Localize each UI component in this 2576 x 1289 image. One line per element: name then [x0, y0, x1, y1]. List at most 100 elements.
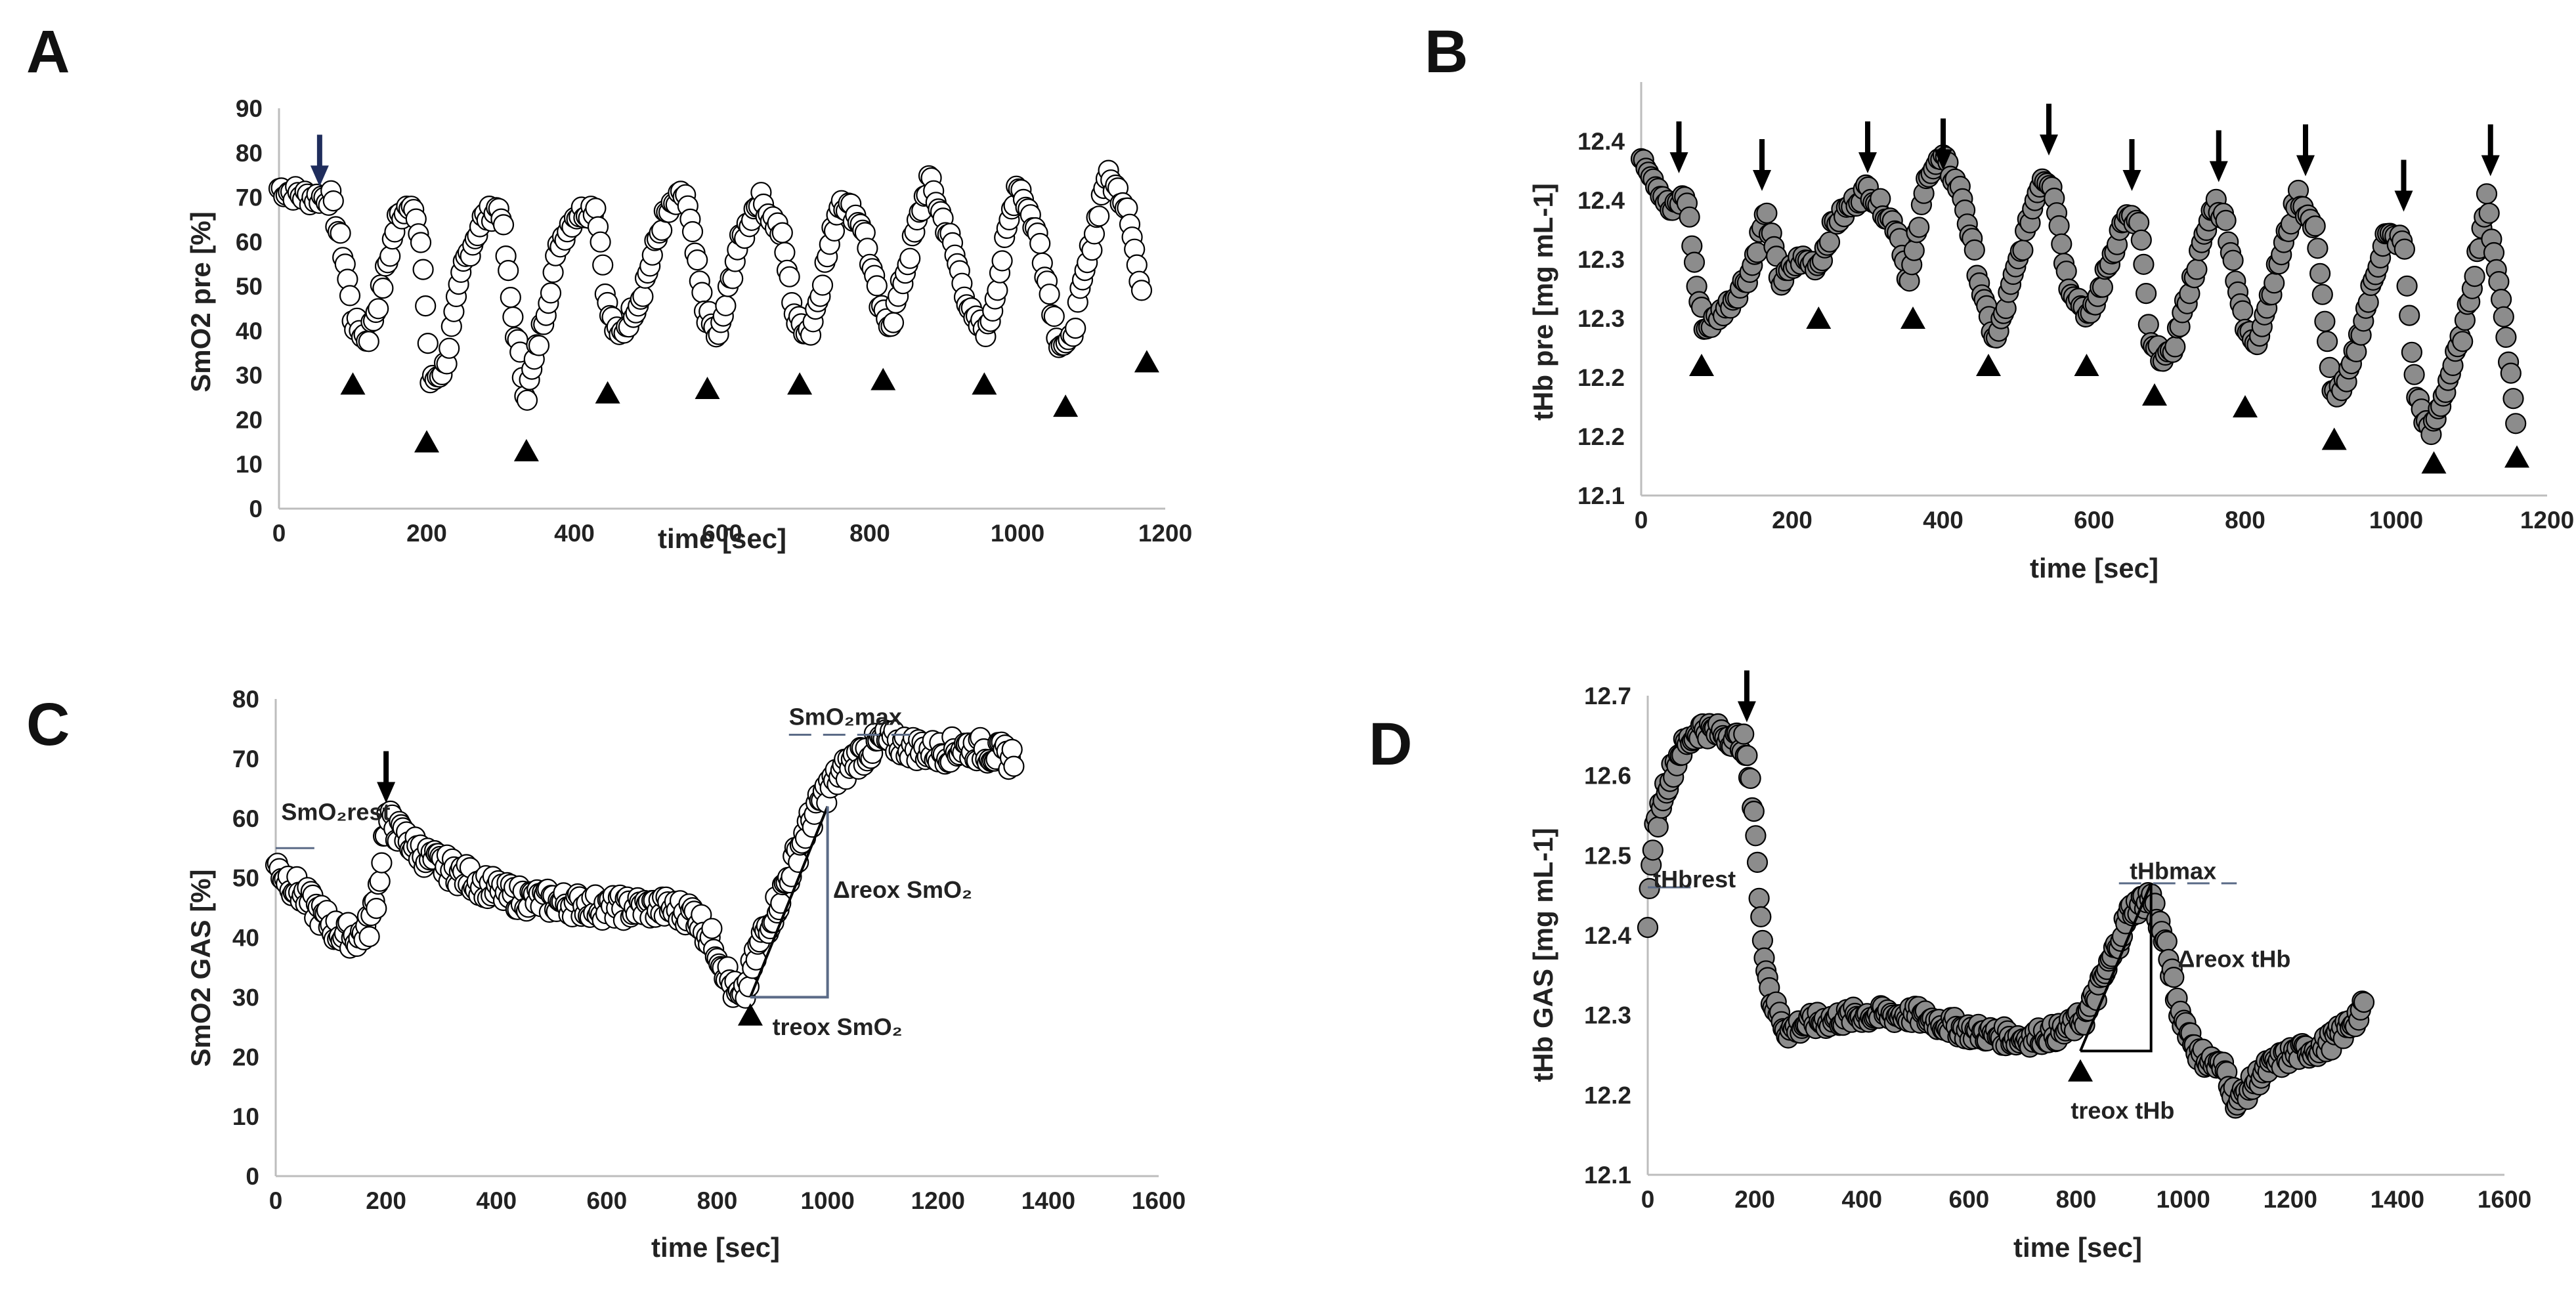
- panel-c-data-point: [701, 918, 723, 939]
- panel-d-data-point: [2353, 991, 2375, 1013]
- panel-a-data-point: [811, 274, 834, 296]
- panel-b-data-point: [2222, 249, 2244, 271]
- panel-b-data-point: [2051, 233, 2072, 255]
- panel-d-data-point: [1745, 825, 1767, 847]
- panel-b-x-tick-label: 800: [2225, 507, 2265, 534]
- panel-c-x-tick-label: 200: [366, 1187, 406, 1214]
- panel-a-event-arrow-head: [310, 165, 329, 187]
- panel-a-data-point: [779, 266, 800, 287]
- panel-a-data-point: [866, 275, 888, 297]
- panel-a-trough-marker: [1134, 350, 1159, 373]
- panel-b-trough-marker: [2233, 395, 2258, 417]
- panel-a-data-point: [592, 254, 614, 276]
- panel-d-y-tick-label: 12.1: [1584, 1162, 1631, 1189]
- panel-b-data-point: [1870, 188, 1891, 209]
- panel-c-data-point: [358, 925, 380, 948]
- panel-d-data-point: [1751, 929, 1773, 952]
- panel-b-data-point: [2491, 289, 2512, 310]
- panel-b-y-tick-label: 12.2: [1578, 364, 1625, 391]
- panel-c-annotation: treox SmO₂: [773, 1013, 903, 1040]
- panel-c-x-tick-label: 400: [476, 1187, 517, 1214]
- panel-a-data-point: [368, 298, 389, 320]
- panel-c-y-tick-label: 50: [232, 865, 259, 892]
- panel-a-x-tick-label: 200: [406, 520, 447, 547]
- panel-c-y-tick-label: 20: [232, 1044, 259, 1070]
- panel-b-data-point: [1908, 217, 1930, 238]
- panel-b-y-tick-label: 12.2: [1578, 423, 1625, 450]
- panel-b-data-point: [2399, 305, 2420, 326]
- panel-c-x-axis-title: time [sec]: [651, 1232, 780, 1263]
- panel-c-annotation: Δreox SmO₂: [833, 876, 972, 903]
- panel-a-data-point: [410, 232, 432, 253]
- panel-b-data-point: [2403, 364, 2425, 385]
- panel-b-x-tick-label: 400: [1923, 507, 1964, 534]
- panel-c: C time [sec] SmO2 GAS [%] 0 200 400 600 800 1…: [26, 686, 1186, 1263]
- panel-a-data-point: [540, 282, 562, 304]
- panel-d-x-tick-label: 0: [1641, 1186, 1655, 1213]
- panel-a-trough-marker: [787, 372, 813, 395]
- panel-b-trough-marker: [2504, 445, 2529, 468]
- panel-b-trough-marker: [1900, 306, 1925, 329]
- panel-d-y-tick-label: 12.4: [1584, 922, 1631, 949]
- panel-d-annotation: tHbrest: [1653, 866, 1736, 893]
- panel-a-data-point: [502, 306, 524, 328]
- panel-a-data-point: [585, 198, 607, 219]
- panel-b-data-point: [2130, 229, 2152, 251]
- panel-a-data-point: [358, 331, 379, 352]
- panel-b-trough-marker: [1689, 354, 1714, 376]
- panel-c-slope-line: [749, 805, 829, 998]
- panel-d-y-axis-title: tHb GAS [mg mL-1]: [1528, 828, 1558, 1082]
- panel-d-y-tick-label: 12.5: [1584, 842, 1631, 869]
- panel-d-annotation: Δreox tHb: [2178, 946, 2290, 973]
- panel-b-event-arrow-head: [1934, 149, 1952, 171]
- panel-a-data-point: [1029, 232, 1051, 255]
- panel-b-letter: B: [1425, 18, 1468, 85]
- panel-b-data-point: [2495, 326, 2517, 349]
- panel-d-x-tick-label: 600: [1949, 1186, 1990, 1213]
- panel-b-trough-marker: [2421, 451, 2447, 474]
- panel-d-reox-triangle: [2079, 883, 2153, 1053]
- panel-a-data-point: [379, 245, 401, 267]
- panel-c-data-point: [1003, 755, 1025, 777]
- panel-a-trough-marker: [695, 377, 720, 399]
- panel-b-data-point: [2309, 263, 2331, 284]
- panel-b-y-tick-label: 12.3: [1578, 246, 1625, 273]
- panel-a-trough-marker: [972, 372, 997, 395]
- panel-b-data-point: [2396, 275, 2418, 297]
- panel-c-trough-marker: [737, 1003, 763, 1026]
- panel-c-y-axis-title: SmO2 GAS [%]: [185, 869, 216, 1067]
- panel-a: A time [sec] SmO2 pre [%] 0 200 400 600 800 1…: [26, 18, 1192, 554]
- panel-b-data-point: [2478, 202, 2500, 224]
- panel-a-y-tick-label: 40: [236, 318, 263, 345]
- panel-c-x-tick-label: 1600: [1132, 1187, 1186, 1214]
- panel-b-data-point: [1683, 251, 1706, 273]
- panel-b-data-point: [1964, 239, 1985, 261]
- panel-a-data-point: [1088, 205, 1110, 227]
- panel-b-data-point: [2092, 276, 2113, 298]
- panel-a-data-point: [439, 337, 460, 359]
- panel-d-x-tick-label: 1600: [2478, 1186, 2531, 1213]
- panel-a-x-tick-label: 1000: [991, 520, 1044, 547]
- panel-a-data-point: [1043, 305, 1065, 328]
- panel-c-y-tick-label: 70: [232, 746, 259, 772]
- panel-b-event-arrow-head: [2394, 190, 2413, 212]
- panel-d-x-axis-title: time [sec]: [2013, 1232, 2142, 1263]
- panel-b-y-tick-label: 12.3: [1578, 305, 1625, 332]
- panel-b-data-point: [2215, 209, 2237, 231]
- panel-b-data-point: [1679, 206, 1700, 228]
- panel-b-data-point: [2133, 253, 2155, 275]
- panel-b-data-point: [1903, 240, 1925, 261]
- panel-a-y-tick-label: 60: [236, 228, 263, 255]
- panel-a-data-point: [882, 312, 905, 333]
- panel-b-event-arrow-head: [2296, 155, 2315, 177]
- panel-b-data-point: [2232, 300, 2254, 322]
- panel-b-data-point: [2401, 341, 2422, 363]
- panel-c-reox-bracket: [750, 806, 829, 999]
- panel-b-x-tick-label: 1000: [2369, 507, 2423, 534]
- panel-b-event-arrow-head: [2481, 155, 2500, 177]
- panel-b-y-axis-title: tHb pre [mg mL-1]: [1528, 183, 1558, 421]
- panel-a-x-tick-label: 0: [272, 520, 286, 547]
- panel-d-data-point: [1746, 851, 1769, 874]
- panel-a-data-point: [339, 285, 361, 306]
